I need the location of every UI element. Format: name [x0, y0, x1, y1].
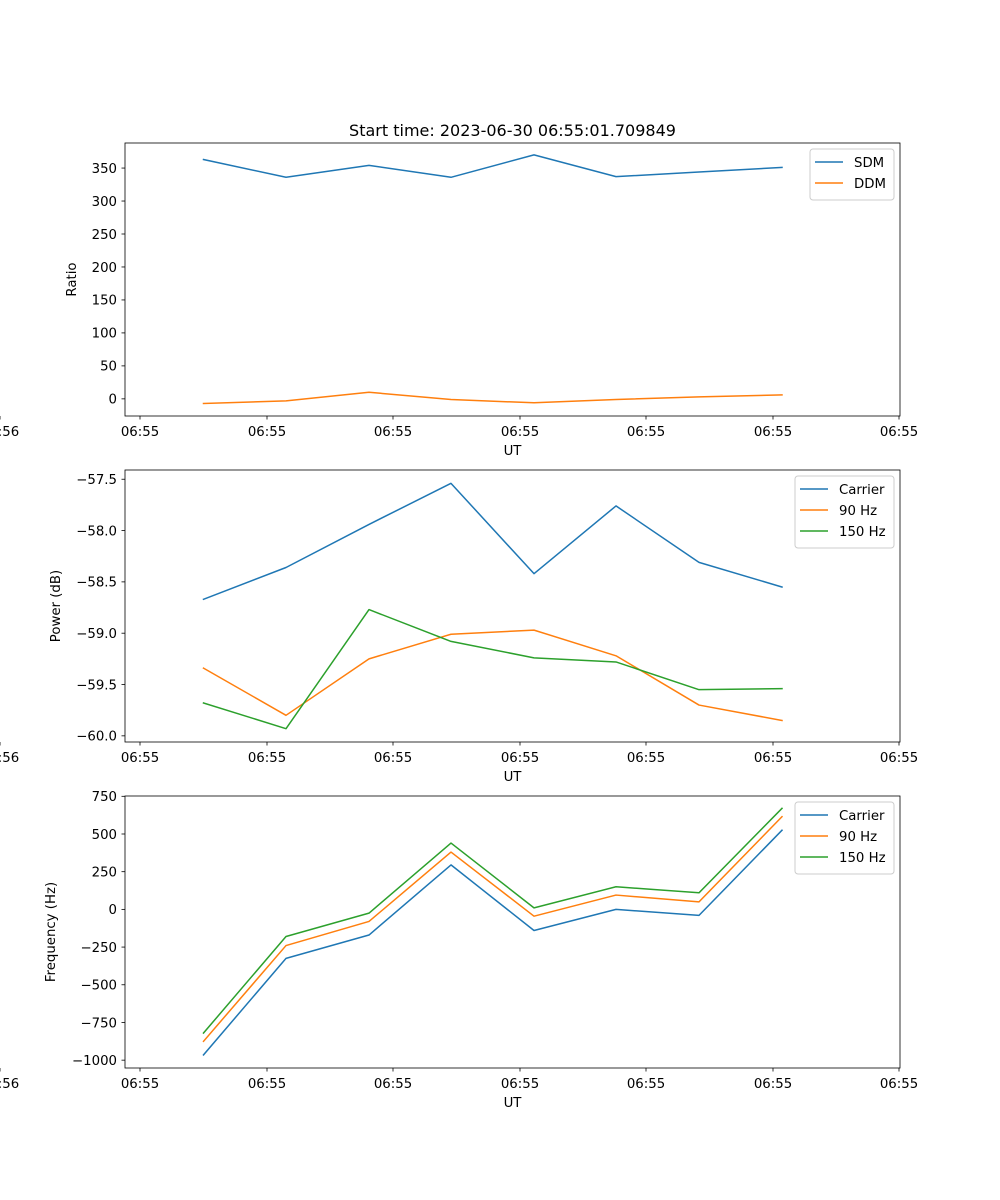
- y-tick-label: −59.5: [76, 678, 117, 693]
- y-tick-label: 750: [92, 790, 117, 805]
- legend-label: Carrier: [839, 809, 885, 824]
- x-tick-label: 06:55: [248, 425, 286, 440]
- series-line-150-hz: [202, 807, 784, 1035]
- legend-label: Carrier: [839, 483, 885, 498]
- series-line-150-hz: [202, 608, 783, 730]
- legend-label: SDM: [854, 156, 884, 171]
- series-line-sdm: [202, 154, 783, 179]
- series-line-carrier: [202, 829, 784, 1056]
- axes-frame: [124, 795, 901, 1069]
- y-tick-label: 350: [92, 162, 117, 177]
- series-line-carrier: [202, 482, 783, 601]
- y-tick-label: −57.5: [76, 473, 117, 488]
- x-tick-label: 06:55: [627, 751, 665, 766]
- x-tick-label: 06:55: [627, 425, 665, 440]
- x-tick-label: 06:55: [248, 751, 286, 766]
- legend-label: 90 Hz: [839, 830, 877, 845]
- x-tick-label: 06:55: [627, 1077, 665, 1092]
- x-tick-label: 06:55: [754, 751, 792, 766]
- y-tick-label: −500: [80, 979, 117, 994]
- axes-frame: [124, 142, 901, 417]
- axes-frame: [124, 469, 901, 743]
- y-axis-label: Ratio: [65, 262, 80, 296]
- y-tick-label: 300: [92, 195, 117, 210]
- legend-frame: [794, 801, 895, 875]
- legend: Carrier 90 Hz 150 Hz: [794, 475, 895, 549]
- x-tick-label: 06:55: [754, 1077, 792, 1092]
- y-axis-label: Frequency (Hz): [44, 882, 59, 982]
- y-tick-label: 0: [109, 393, 117, 408]
- x-axis-label: UT: [504, 1096, 523, 1111]
- x-tick-label: 06:55: [374, 751, 412, 766]
- series-line-ddm: [202, 391, 783, 405]
- series-line-90-hz: [202, 815, 784, 1043]
- x-tick-label: 06:55: [501, 425, 539, 440]
- legend: SDM DDM: [809, 148, 895, 201]
- y-tick-label: −250: [80, 941, 117, 956]
- legend-label: 90 Hz: [839, 504, 877, 519]
- legend-label: 150 Hz: [839, 525, 886, 540]
- x-tick-label: 06:55: [880, 751, 918, 766]
- x-tick-label: 06:55: [501, 751, 539, 766]
- x-tick-label: 06:55: [121, 751, 159, 766]
- y-tick-label: 250: [92, 865, 117, 880]
- y-tick-label: −58.0: [76, 524, 117, 539]
- x-axis-label: UT: [504, 770, 523, 785]
- subplot-3: 06:55 06:55 06:55 06:55 06:55 06:55 06:55 06:56…: [0, 790, 918, 1111]
- y-tick-label: −58.5: [76, 576, 117, 591]
- x-tick-label: 06:55: [374, 425, 412, 440]
- y-axis-label: Power (dB): [49, 570, 64, 642]
- subplot-2: 06:55 06:55 06:55 06:55 06:55 06:55 06:55 06:56…: [0, 469, 918, 785]
- x-tick-label: 06:55: [121, 1077, 159, 1092]
- legend-label: 150 Hz: [839, 851, 886, 866]
- series-line-90-hz: [202, 629, 783, 722]
- legend-label: DDM: [854, 177, 886, 192]
- figure-title: Start time: 2023-06-30 06:55:01.709849: [349, 121, 676, 140]
- x-axis-label: UT: [504, 444, 523, 459]
- y-tick-label: −60.0: [76, 730, 117, 745]
- y-tick-label: −1000: [72, 1054, 117, 1069]
- x-tick-label: 06:55: [248, 1077, 286, 1092]
- y-tick-label: 50: [100, 360, 117, 375]
- x-tick-label: 06:56: [0, 1077, 19, 1092]
- x-tick-label: 06:56: [0, 425, 19, 440]
- x-tick-label: 06:55: [374, 1077, 412, 1092]
- y-tick-label: −59.0: [76, 627, 117, 642]
- legend-frame: [794, 475, 895, 549]
- x-tick-label: 06:56: [0, 751, 19, 766]
- y-tick-label: 150: [92, 294, 117, 309]
- y-tick-label: 500: [92, 828, 117, 843]
- y-tick-label: 100: [92, 327, 117, 342]
- x-tick-label: 06:55: [754, 425, 792, 440]
- x-tick-label: 06:55: [121, 425, 159, 440]
- subplot-1: 06:55 06:55 06:55 06:55 06:55 06:55 06:55 06:56…: [0, 142, 918, 459]
- x-tick-label: 06:55: [501, 1077, 539, 1092]
- x-tick-label: 06:55: [880, 425, 918, 440]
- x-tick-label: 06:55: [880, 1077, 918, 1092]
- y-tick-label: 250: [92, 228, 117, 243]
- y-tick-label: 200: [92, 261, 117, 276]
- y-tick-label: −750: [80, 1016, 117, 1031]
- subplots: 06:55 06:55 06:55 06:55 06:55 06:55 06:55 06:56…: [0, 142, 918, 1111]
- legend: Carrier 90 Hz 150 Hz: [794, 801, 895, 875]
- y-tick-label: 0: [109, 903, 117, 918]
